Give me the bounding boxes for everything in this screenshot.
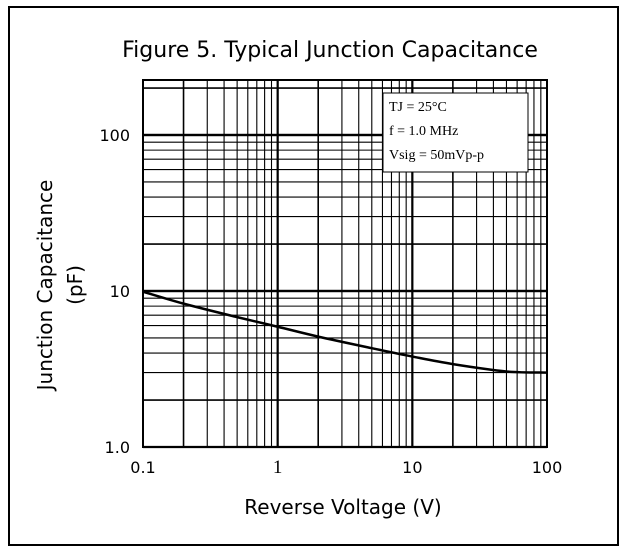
y-axis-label-line2: (pF) xyxy=(63,265,87,305)
y-tick-label: 100 xyxy=(99,126,130,145)
tick-labels: 0.1 1 10 100 1.0 10 100 xyxy=(99,126,562,478)
x-tick-label: 1 xyxy=(273,457,283,478)
x-tick-label: 10 xyxy=(402,458,422,477)
annotation-line: f = 1.0 MHz xyxy=(389,124,458,139)
y-tick-label: 10 xyxy=(110,282,130,301)
y-tick-label: 1.0 xyxy=(105,438,130,457)
chart: Figure 5. Typical Junction Capacitance 0… xyxy=(33,38,562,519)
series-layer xyxy=(142,290,548,374)
plot-border xyxy=(142,79,548,448)
annotation-line: TJ = 25°C xyxy=(389,100,447,115)
annotations: TJ = 25°C f = 1.0 MHz Vsig = 50mVp-p xyxy=(389,100,484,163)
grid xyxy=(142,80,548,449)
annotation-box xyxy=(382,92,529,173)
x-tick-label: 100 xyxy=(532,458,563,477)
x-tick-label: 0.1 xyxy=(130,458,155,477)
x-axis-label: Reverse Voltage (V) xyxy=(244,495,441,519)
y-axis-label-line1: Junction Capacitance xyxy=(33,180,57,393)
series-line xyxy=(142,290,548,374)
chart-title: Figure 5. Typical Junction Capacitance xyxy=(122,38,538,63)
annotation-line: Vsig = 50mVp-p xyxy=(389,148,484,163)
